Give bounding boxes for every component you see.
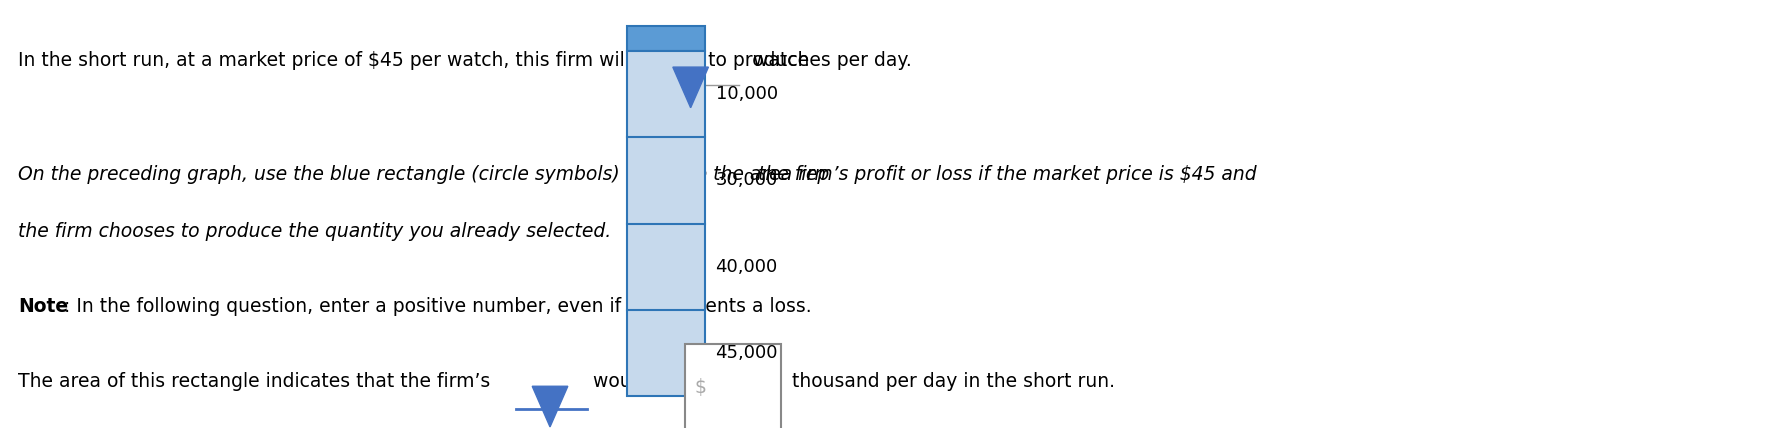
Text: 40,000: 40,000	[716, 258, 778, 276]
Polygon shape	[673, 67, 708, 108]
Text: Note: Note	[18, 297, 68, 316]
Text: the firm’s profit or loss if the market price is $45 and: the firm’s profit or loss if the market …	[758, 165, 1257, 184]
Polygon shape	[532, 386, 568, 427]
Text: watches per day.: watches per day.	[753, 51, 911, 70]
Text: the firm chooses to produce the quantity you already selected.: the firm chooses to produce the quantity…	[18, 222, 611, 241]
Text: On the preceding graph, use the blue rectangle (circle symbols) to shade the are: On the preceding graph, use the blue rec…	[18, 165, 829, 184]
Bar	[627, 27, 705, 51]
Bar	[685, 344, 781, 428]
Text: would be: would be	[593, 372, 678, 391]
Text: $: $	[694, 378, 707, 397]
Text: 10,000: 10,000	[716, 85, 778, 103]
Text: 45,000: 45,000	[716, 344, 778, 362]
Text: 30,000: 30,000	[716, 172, 778, 190]
Text: : In the following question, enter a positive number, even if it represents a lo: : In the following question, enter a pos…	[64, 297, 812, 316]
Bar	[627, 51, 705, 396]
Text: The area of this rectangle indicates that the firm’s: The area of this rectangle indicates tha…	[18, 372, 490, 391]
Text: In the short run, at a market price of $45 per watch, this firm will choose to p: In the short run, at a market price of $…	[18, 51, 808, 70]
Text: thousand per day in the short run.: thousand per day in the short run.	[792, 372, 1114, 391]
